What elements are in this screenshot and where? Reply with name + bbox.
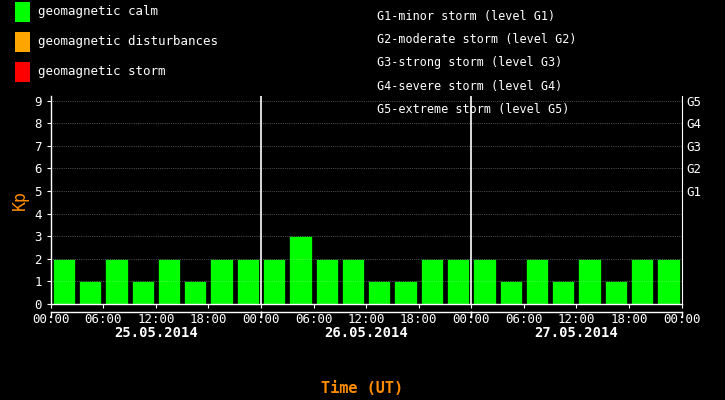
Text: G3-strong storm (level G3): G3-strong storm (level G3) [377,56,563,69]
Bar [289,236,312,304]
Bar [394,281,417,304]
Text: G4-severe storm (level G4): G4-severe storm (level G4) [377,80,563,93]
Bar [420,259,443,304]
Text: geomagnetic storm: geomagnetic storm [38,66,165,78]
Text: Time (UT): Time (UT) [321,381,404,396]
Bar [184,281,207,304]
Bar [368,281,391,304]
Text: G5-extreme storm (level G5): G5-extreme storm (level G5) [377,103,569,116]
Bar [131,281,154,304]
Bar [341,259,364,304]
Bar [526,259,548,304]
Y-axis label: Kp: Kp [11,190,29,210]
Text: 27.05.2014: 27.05.2014 [534,326,618,340]
Bar [105,259,128,304]
Bar [53,259,75,304]
Bar [447,259,469,304]
Bar [315,259,338,304]
Text: geomagnetic calm: geomagnetic calm [38,6,158,18]
Bar [657,259,679,304]
Bar [473,259,496,304]
Text: 26.05.2014: 26.05.2014 [324,326,408,340]
Text: G2-moderate storm (level G2): G2-moderate storm (level G2) [377,33,576,46]
Text: geomagnetic disturbances: geomagnetic disturbances [38,36,218,48]
Bar [605,281,627,304]
Bar [631,259,653,304]
Bar [579,259,601,304]
Bar [500,281,522,304]
Bar [263,259,286,304]
Bar [79,281,102,304]
Bar [236,259,259,304]
Bar [158,259,181,304]
Text: G1-minor storm (level G1): G1-minor storm (level G1) [377,10,555,23]
Bar [552,281,574,304]
Bar [210,259,233,304]
Text: 25.05.2014: 25.05.2014 [114,326,198,340]
